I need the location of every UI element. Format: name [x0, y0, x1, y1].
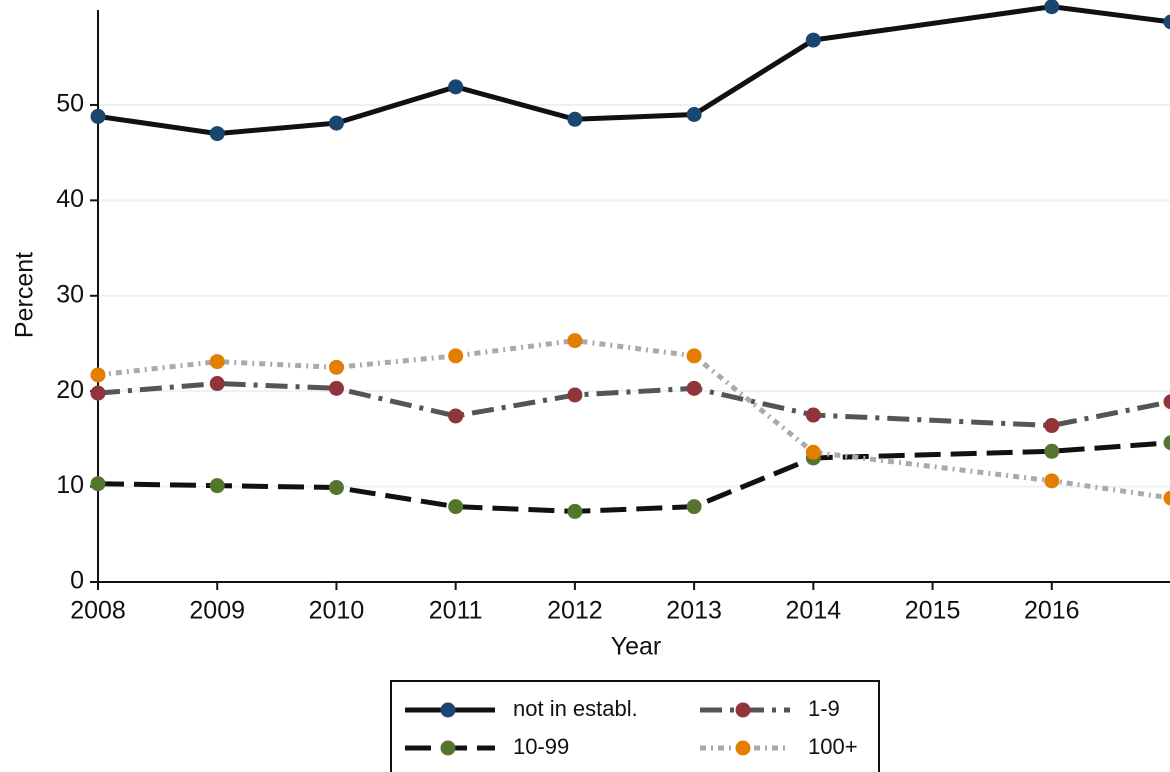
- series-marker: [209, 376, 225, 392]
- series-marker: [209, 354, 225, 370]
- y-tick-label: 10: [56, 471, 84, 499]
- series-marker: [1163, 490, 1170, 506]
- series-line: [97, 440, 1170, 514]
- x-tick-label: 2008: [70, 597, 126, 625]
- series-marker: [805, 444, 821, 460]
- legend-label: 100+: [808, 734, 858, 759]
- series-marker: [328, 380, 344, 396]
- x-tick-label: 2014: [786, 597, 842, 625]
- legend-marker: [735, 740, 751, 756]
- legend-label: 10-99: [513, 734, 569, 759]
- series-marker: [448, 408, 464, 424]
- series-marker: [90, 385, 106, 401]
- y-axis-label: Percent: [11, 252, 39, 338]
- series-line: [97, 4, 1170, 137]
- series-marker: [1044, 418, 1060, 434]
- series-marker: [567, 503, 583, 519]
- series-marker: [805, 407, 821, 423]
- y-tick-label: 30: [56, 280, 84, 308]
- y-tick-label: 40: [56, 185, 84, 213]
- series-marker: [328, 480, 344, 496]
- x-axis-label: Year: [611, 633, 662, 661]
- x-tick-label: 2012: [547, 597, 603, 625]
- x-tick-label: 2015: [905, 597, 961, 625]
- series-marker: [805, 32, 821, 48]
- x-tick-label: 2010: [309, 597, 365, 625]
- legend-marker: [440, 702, 456, 718]
- y-tick-label: 0: [70, 567, 84, 595]
- y-tick-label: 20: [56, 376, 84, 404]
- series-marker: [1163, 435, 1170, 451]
- series-marker: [567, 111, 583, 127]
- series-marker: [90, 108, 106, 124]
- series-marker: [686, 106, 702, 122]
- series-marker: [90, 476, 106, 492]
- series-marker: [1044, 0, 1060, 15]
- series-marker: [567, 387, 583, 403]
- legend-marker: [440, 740, 456, 756]
- series-marker: [448, 348, 464, 364]
- series-marker: [448, 79, 464, 95]
- y-tick-label: 50: [56, 90, 84, 118]
- series-marker: [1163, 394, 1170, 410]
- series-marker: [328, 115, 344, 131]
- x-tick-label: 2009: [189, 597, 245, 625]
- x-tick-label: 2013: [666, 597, 722, 625]
- series-marker: [686, 499, 702, 515]
- series-marker: [209, 478, 225, 494]
- series-line: [97, 338, 1170, 501]
- x-tick-label: 2016: [1024, 597, 1080, 625]
- series-line: [97, 381, 1170, 429]
- series-marker: [448, 499, 464, 515]
- legend-marker: [735, 702, 751, 718]
- legend-box: [390, 680, 880, 772]
- series-marker: [328, 359, 344, 375]
- series-marker: [1163, 14, 1170, 30]
- series-marker: [686, 380, 702, 396]
- legend-label: 1-9: [808, 696, 840, 721]
- series-marker: [686, 348, 702, 364]
- series-marker: [90, 367, 106, 383]
- series-marker: [1044, 443, 1060, 459]
- legend-label: not in establ.: [513, 696, 638, 721]
- x-tick-label: 2011: [429, 597, 483, 625]
- series-marker: [1044, 473, 1060, 489]
- series-marker: [567, 333, 583, 349]
- series-marker: [209, 126, 225, 142]
